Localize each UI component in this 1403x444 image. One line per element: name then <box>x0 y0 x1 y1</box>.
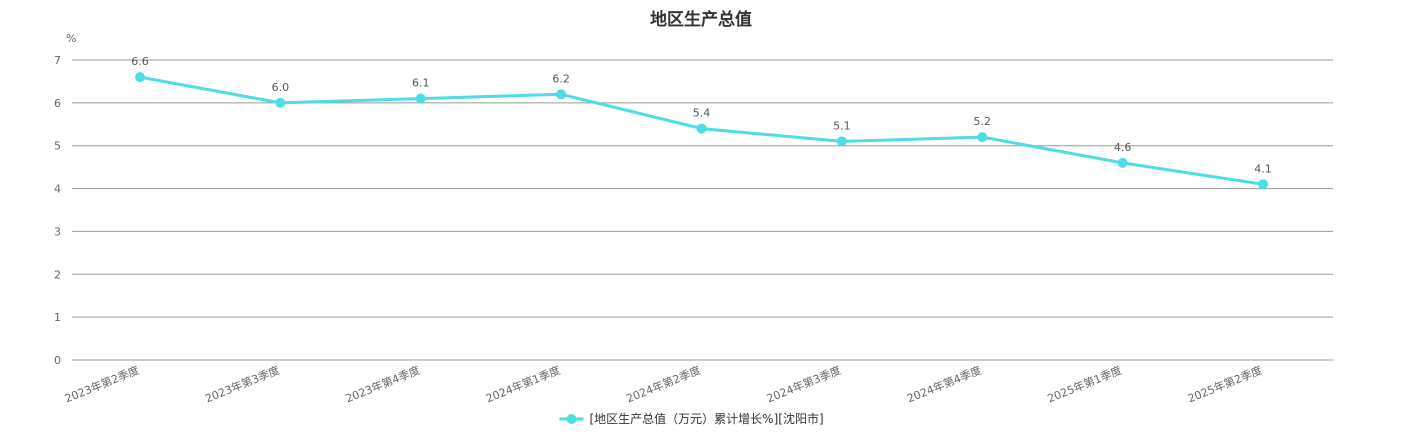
x-tick-label: 2025年第1季度 <box>1045 363 1123 406</box>
chart-title: 地区生产总值 <box>650 9 752 30</box>
data-point[interactable] <box>275 97 286 108</box>
y-tick-label: 0 <box>54 354 61 367</box>
data-point[interactable] <box>836 136 847 147</box>
legend-swatch-marker <box>566 414 577 424</box>
data-label: 6.0 <box>272 81 290 94</box>
y-tick-label: 1 <box>54 311 61 324</box>
data-point[interactable] <box>1117 157 1128 168</box>
data-label: 4.6 <box>1114 141 1132 154</box>
x-tick-label: 2025年第2季度 <box>1186 363 1264 406</box>
data-label: 4.1 <box>1254 162 1272 175</box>
data-label: 5.2 <box>974 115 992 128</box>
data-point[interactable] <box>556 89 567 100</box>
data-label: 6.1 <box>412 77 430 90</box>
y-tick-label: 2 <box>54 268 61 281</box>
data-point[interactable] <box>696 123 707 134</box>
legend-item[interactable]: [地区生产总值（万元）累计增长%][沈阳市] <box>559 411 824 426</box>
x-tick-label: 2023年第2季度 <box>63 363 141 406</box>
data-point[interactable] <box>1258 179 1268 190</box>
y-tick-label: 4 <box>54 183 61 196</box>
y-tick-label: 7 <box>54 54 61 67</box>
x-tick-label: 2023年第3季度 <box>203 363 281 406</box>
gridlines <box>72 59 1333 361</box>
data-label: 5.4 <box>693 107 711 120</box>
y-tick-label: 6 <box>54 97 61 110</box>
x-tick-label: 2024年第3季度 <box>765 363 843 406</box>
data-label: 6.2 <box>552 72 570 85</box>
legend-label: [地区生产总值（万元）累计增长%][沈阳市] <box>590 411 824 426</box>
x-tick-label: 2024年第1季度 <box>484 363 562 406</box>
data-point[interactable] <box>135 72 145 83</box>
x-tick-label: 2024年第2季度 <box>624 363 702 406</box>
x-tick-label: 2023年第4季度 <box>343 363 421 406</box>
x-tick-label: 2024年第4季度 <box>905 363 983 406</box>
data-label: 5.1 <box>833 119 851 132</box>
y-tick-label: 3 <box>54 225 61 238</box>
y-axis-unit-label: % <box>66 32 76 45</box>
data-point[interactable] <box>977 132 988 143</box>
series-group: 6.6 6.0 6.1 6.2 5.4 5.1 5.2 4.6 4.1 <box>131 55 1272 190</box>
y-tick-label: 5 <box>54 140 61 153</box>
data-point[interactable] <box>415 93 426 104</box>
legend[interactable]: [地区生产总值（万元）累计增长%][沈阳市] <box>559 411 824 426</box>
y-axis-ticks: 0 1 2 3 4 5 6 7 <box>54 54 61 367</box>
x-axis-ticks: 2023年第2季度 2023年第3季度 2023年第4季度 2024年第1季度 2024… <box>63 363 1264 406</box>
data-label: 6.6 <box>131 55 149 68</box>
